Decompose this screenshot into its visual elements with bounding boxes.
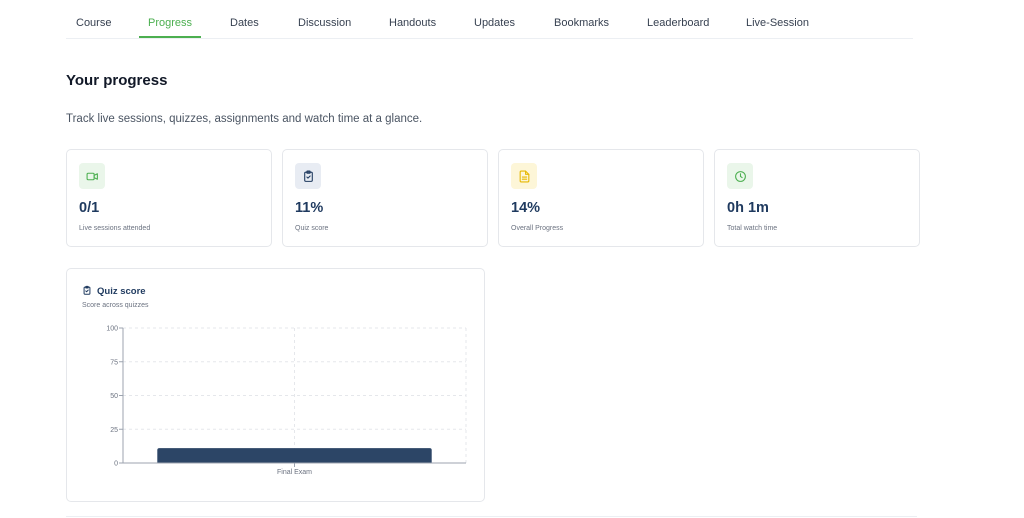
y-tick-label: 25 bbox=[110, 427, 118, 434]
y-tick-label: 0 bbox=[114, 461, 118, 468]
tab-dates[interactable]: Dates bbox=[230, 17, 259, 29]
tab-leaderboard[interactable]: Leaderboard bbox=[647, 17, 710, 29]
stat-label: Live sessions attended bbox=[79, 225, 151, 232]
stat-value: 14% bbox=[511, 200, 541, 216]
stat-card-overall-progress: 14% Overall Progress bbox=[498, 149, 704, 247]
stat-label: Overall Progress bbox=[511, 225, 564, 232]
quiz-score-bar-chart: 0 25 50 75 100 Final Exam bbox=[106, 326, 467, 476]
video-camera-icon bbox=[79, 163, 105, 189]
page-title: Your progress bbox=[66, 72, 168, 89]
stat-card-watch-time: 0h 1m Total watch time bbox=[714, 149, 920, 247]
stat-label: Total watch time bbox=[727, 225, 778, 232]
clipboard-check-icon bbox=[83, 285, 91, 295]
page-subtitle: Track live sessions, quizzes, assignment… bbox=[66, 113, 423, 125]
y-tick-label: 75 bbox=[110, 359, 118, 366]
tab-bookmarks[interactable]: Bookmarks bbox=[554, 17, 610, 29]
tab-progress[interactable]: Progress bbox=[148, 17, 193, 29]
stat-value: 11% bbox=[295, 200, 324, 216]
chart-title: Quiz score bbox=[97, 286, 146, 297]
clipboard-check-icon bbox=[295, 163, 321, 189]
stat-label: Quiz score bbox=[295, 225, 329, 232]
tab-handouts[interactable]: Handouts bbox=[389, 17, 437, 29]
course-tabs: Course Progress Dates Discussion Handout… bbox=[66, 0, 913, 39]
tab-live-session[interactable]: Live-Session bbox=[746, 17, 809, 29]
document-icon bbox=[511, 163, 537, 189]
quiz-score-chart-card: Quiz score Score across quizzes 0 25 50 75 1… bbox=[66, 268, 485, 502]
bar-final-exam bbox=[157, 448, 432, 463]
chart-subtitle: Score across quizzes bbox=[82, 302, 149, 309]
active-tab-indicator bbox=[139, 36, 201, 38]
clock-icon bbox=[727, 163, 753, 189]
tab-discussion[interactable]: Discussion bbox=[298, 17, 352, 29]
tab-course[interactable]: Course bbox=[76, 17, 112, 29]
tab-updates[interactable]: Updates bbox=[474, 17, 515, 29]
x-tick-label: Final Exam bbox=[277, 469, 312, 476]
stat-card-quiz-score: 11% Quiz score bbox=[282, 149, 488, 247]
stat-value: 0/1 bbox=[79, 200, 100, 216]
stat-card-live-sessions: 0/1 Live sessions attended bbox=[66, 149, 272, 247]
y-tick-label: 100 bbox=[106, 326, 118, 333]
stat-value: 0h 1m bbox=[727, 200, 769, 216]
section-divider bbox=[66, 516, 917, 517]
y-tick-label: 50 bbox=[110, 393, 118, 400]
